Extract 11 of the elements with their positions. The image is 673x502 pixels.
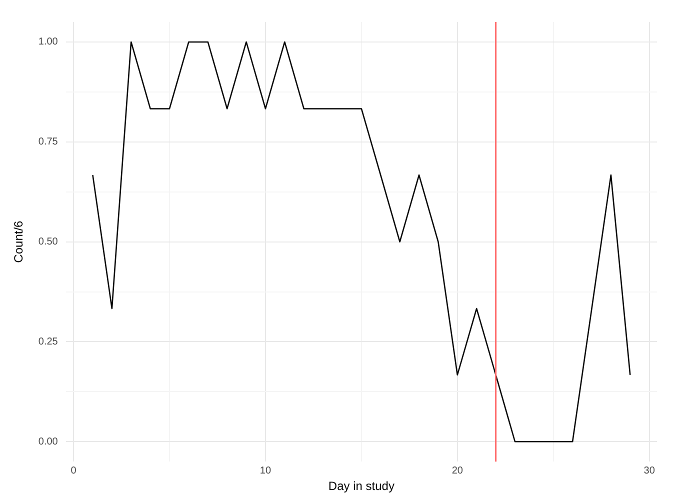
x-tick-label: 30 [644, 465, 656, 476]
x-tick-label: 0 [70, 465, 77, 476]
x-tick-label: 20 [452, 465, 464, 476]
y-tick-label: 0.50 [38, 236, 58, 248]
y-tick-label: 1.00 [38, 36, 58, 48]
y-tick-label: 0.75 [38, 136, 58, 148]
y-axis-title: Count/6 [12, 220, 26, 263]
x-axis-title: Day in study [328, 479, 394, 494]
y-tick-label: 0.25 [38, 336, 58, 348]
y-tick-label: 0.00 [38, 436, 58, 448]
x-tick-label: 10 [260, 465, 272, 476]
